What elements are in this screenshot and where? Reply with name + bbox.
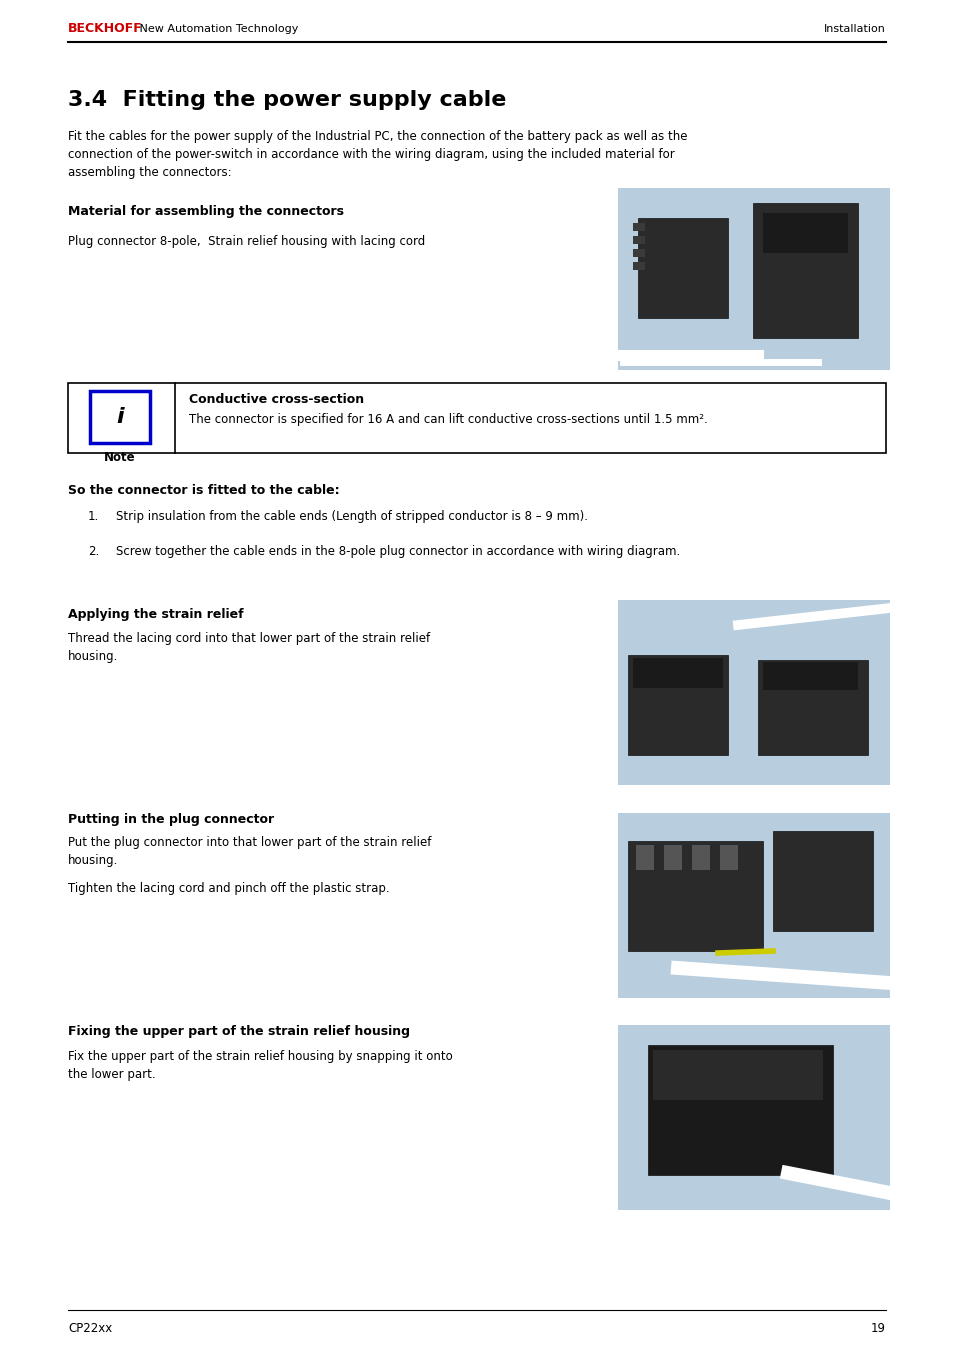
Text: Fix the upper part of the strain relief housing by snapping it onto
the lower pa: Fix the upper part of the strain relief …: [68, 1050, 453, 1081]
Bar: [90, 390, 150, 443]
Bar: [762, 662, 857, 690]
Bar: [762, 213, 847, 253]
Text: Applying the strain relief: Applying the strain relief: [68, 608, 243, 621]
Bar: [638, 218, 727, 317]
Bar: [772, 831, 872, 931]
Bar: [68, 382, 885, 453]
Bar: [627, 842, 762, 951]
Text: 19: 19: [870, 1323, 885, 1335]
Bar: [618, 600, 889, 785]
Text: Fixing the upper part of the strain relief housing: Fixing the upper part of the strain reli…: [68, 1025, 410, 1038]
Text: Conductive cross-section: Conductive cross-section: [189, 393, 364, 407]
Bar: [663, 844, 681, 870]
Text: Material for assembling the connectors: Material for assembling the connectors: [68, 205, 344, 218]
Text: Screw together the cable ends in the 8-pole plug connector in accordance with wi: Screw together the cable ends in the 8-p…: [116, 544, 679, 558]
Bar: [758, 661, 867, 755]
Bar: [652, 1050, 822, 1100]
Text: Plug connector 8-pole,  Strain relief housing with lacing cord: Plug connector 8-pole, Strain relief hou…: [68, 235, 425, 249]
Bar: [633, 262, 644, 270]
Text: Tighten the lacing cord and pinch off the plastic strap.: Tighten the lacing cord and pinch off th…: [68, 882, 389, 894]
Text: Strip insulation from the cable ends (Length of stripped conductor is 8 – 9 mm).: Strip insulation from the cable ends (Le…: [116, 509, 587, 523]
Text: Fit the cables for the power supply of the Industrial PC, the connection of the : Fit the cables for the power supply of t…: [68, 130, 687, 178]
Bar: [627, 655, 727, 755]
Text: Thread the lacing cord into that lower part of the strain relief
housing.: Thread the lacing cord into that lower p…: [68, 632, 430, 663]
Bar: [691, 844, 709, 870]
Bar: [618, 813, 889, 998]
Bar: [618, 1025, 889, 1210]
Text: Put the plug connector into that lower part of the strain relief
housing.: Put the plug connector into that lower p…: [68, 836, 431, 867]
Text: So the connector is fitted to the cable:: So the connector is fitted to the cable:: [68, 484, 339, 497]
Bar: [636, 844, 654, 870]
Bar: [752, 203, 857, 338]
Bar: [633, 249, 644, 257]
Bar: [633, 223, 644, 231]
Bar: [633, 236, 644, 245]
Text: BECKHOFF: BECKHOFF: [68, 22, 143, 35]
Text: CP22xx: CP22xx: [68, 1323, 112, 1335]
Bar: [720, 844, 738, 870]
Text: 3.4  Fitting the power supply cable: 3.4 Fitting the power supply cable: [68, 91, 506, 109]
Text: New Automation Technology: New Automation Technology: [136, 24, 298, 34]
Bar: [618, 188, 889, 370]
Text: Installation: Installation: [823, 24, 885, 34]
Bar: [633, 658, 722, 688]
Text: i: i: [116, 407, 124, 427]
Text: 2.: 2.: [88, 544, 99, 558]
Text: The connector is specified for 16 A and can lift conductive cross-sections until: The connector is specified for 16 A and …: [189, 413, 707, 426]
Text: Note: Note: [104, 451, 135, 463]
Text: 1.: 1.: [88, 509, 99, 523]
Bar: [647, 1046, 832, 1175]
Text: Putting in the plug connector: Putting in the plug connector: [68, 813, 274, 825]
